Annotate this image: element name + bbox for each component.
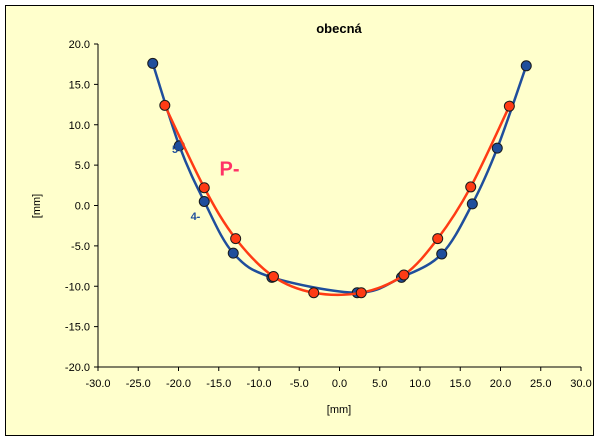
x-tick-label: 10.0 (409, 378, 430, 390)
x-tick-label: 0.0 (332, 378, 347, 390)
series-2-point (230, 233, 242, 245)
y-axis-ticks: 20.0 15.0 10.0 5.0 0.0 -5.0 -10.0 -15.0 -20.0 (65, 39, 98, 374)
y-tick-label: -15.0 (65, 322, 90, 334)
series-1-point (227, 247, 239, 259)
y-tick-label: -10.0 (65, 281, 90, 293)
y-axis-label: [mm] (31, 194, 43, 218)
annotation-layer: 5- 4- P- (172, 144, 239, 223)
annotation-label: 4- (191, 211, 201, 223)
x-tick-label: -20.0 (166, 378, 191, 390)
y-tick-label: -20.0 (65, 362, 90, 374)
x-tick-label: -15.0 (206, 378, 231, 390)
series-1-point (491, 142, 503, 154)
annotation-label: P- (220, 159, 240, 181)
series-1-line (151, 62, 528, 294)
x-axis-ticks: -30.0 -25.0 -20.0 -15.0 -10.0 -5.0 0.0 5.0 10.0 1… (85, 367, 592, 390)
x-tick-label: 5.0 (372, 378, 387, 390)
series-2-point (308, 287, 320, 299)
y-tick-label: 20.0 (69, 39, 90, 51)
x-tick-label: 30.0 (570, 378, 591, 390)
series-1-point (436, 248, 448, 260)
series-layer (147, 57, 532, 299)
x-tick-label: -30.0 (85, 378, 110, 390)
y-tick-label: 5.0 (75, 160, 90, 172)
series-2-point (267, 271, 279, 283)
series-1-point (520, 60, 532, 72)
y-tick-label: 0.0 (75, 201, 90, 213)
series-2-point (398, 269, 410, 281)
series-2-point (355, 287, 367, 299)
x-tick-label: 20.0 (490, 378, 511, 390)
series-2-point (503, 100, 515, 112)
annotation-label: 5- (172, 144, 182, 156)
x-tick-label: -10.0 (246, 378, 271, 390)
y-tick-label: 15.0 (69, 79, 90, 91)
series-1-point (466, 198, 478, 210)
x-tick-label: 25.0 (530, 378, 551, 390)
y-tick-label: 10.0 (69, 120, 90, 132)
y-tick-label: -5.0 (71, 241, 90, 253)
chart-frame (5, 5, 594, 436)
chart-title: obecná (316, 21, 362, 36)
x-tick-label: -25.0 (126, 378, 151, 390)
x-axis-label: [mm] (327, 404, 351, 416)
series-1-point (198, 195, 210, 207)
series-2-point (432, 233, 444, 245)
series-2-point (159, 99, 171, 111)
series-2-point (198, 182, 210, 194)
series-2-line (163, 104, 511, 297)
x-tick-label: -5.0 (290, 378, 309, 390)
x-tick-label: 15.0 (450, 378, 471, 390)
series-2-point (465, 181, 477, 193)
series-1-point (147, 57, 159, 69)
